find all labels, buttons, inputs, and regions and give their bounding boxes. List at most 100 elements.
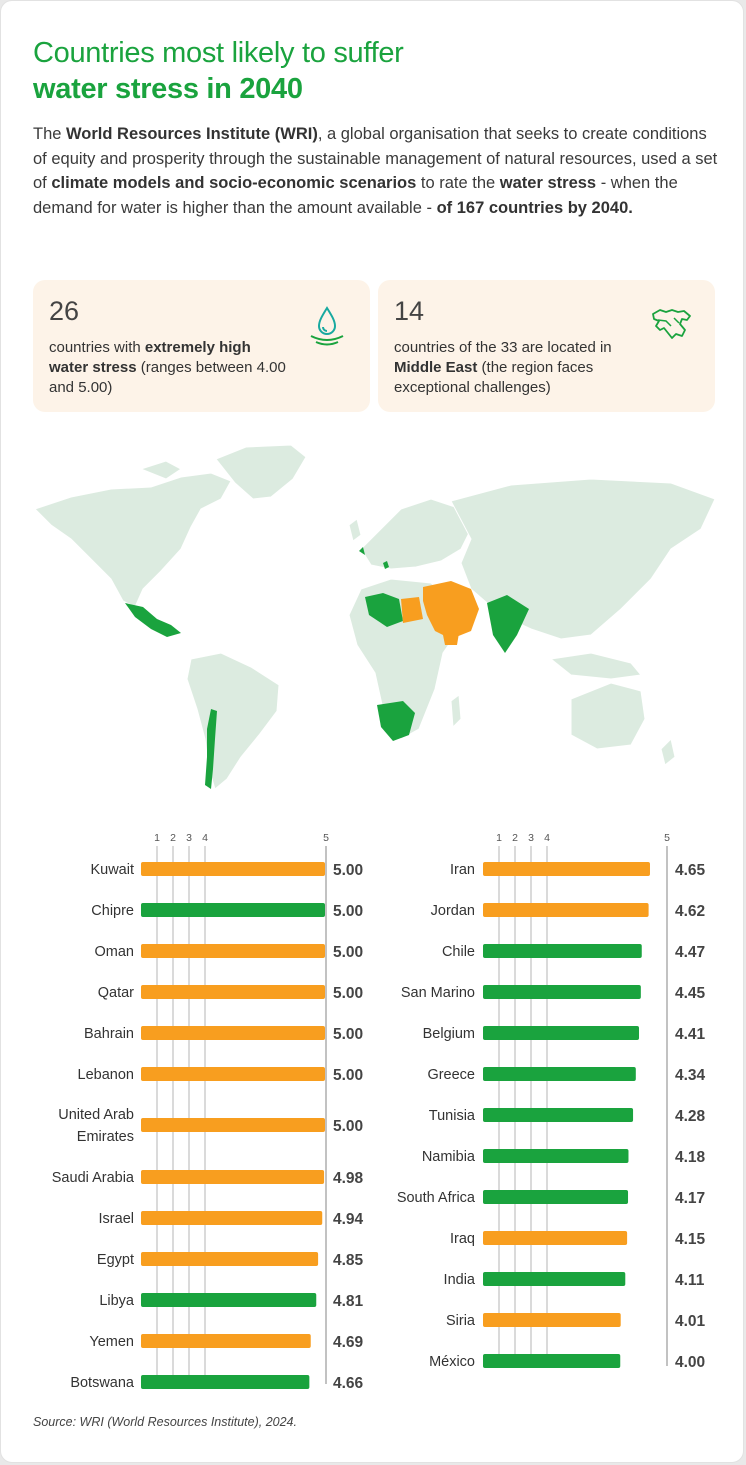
tick-label: 5 [664, 832, 670, 844]
map-middle-east [423, 581, 479, 639]
tick-label: 5 [323, 832, 329, 844]
category-label: Jordan [431, 903, 475, 919]
bar-yemen [141, 1334, 311, 1348]
map-europe-belgium-greece [359, 547, 389, 569]
category-label: Tunisia [429, 1108, 476, 1124]
page-title: Countries most likely to suffer water st… [33, 35, 404, 107]
value-label: 4.98 [333, 1170, 364, 1187]
middle-east-map-icon [652, 309, 691, 339]
category-label: Belgium [423, 1026, 475, 1042]
category-label: Israel [99, 1211, 134, 1227]
category-label: Greece [427, 1067, 475, 1083]
value-label: 5.00 [333, 1118, 363, 1135]
bar-israel [141, 1211, 323, 1225]
intro-bold: climate models and socio-economic scenar… [51, 174, 417, 192]
bar-chipre [141, 903, 325, 917]
value-label: 4.34 [675, 1067, 706, 1084]
map-north-america [34, 472, 232, 608]
category-label: Oman [95, 944, 135, 960]
stat-number: 26 [49, 296, 80, 326]
stat-text: (ranges between 4.00 and 5.00) [49, 359, 286, 396]
bar-chile [483, 944, 642, 958]
category-label: India [444, 1272, 476, 1288]
category-label: Namibia [422, 1149, 476, 1165]
bar-belgium [483, 1026, 640, 1040]
stat-text: countries of the 33 are located in [394, 339, 612, 356]
value-label: 4.28 [675, 1108, 706, 1125]
map-south-america [186, 652, 280, 790]
category-label: South Africa [397, 1190, 476, 1206]
category-label: Libya [99, 1293, 135, 1309]
bar-botswana [141, 1375, 310, 1389]
category-label: México [429, 1354, 475, 1370]
map-madagascar [450, 694, 462, 729]
value-label: 4.69 [333, 1334, 364, 1351]
stat-text: countries with [49, 339, 145, 356]
category-label: Botswana [70, 1375, 135, 1391]
stat-number: 14 [394, 296, 425, 326]
map-greenland [215, 444, 307, 500]
bar-saudi-arabia [141, 1170, 325, 1184]
map-uk [348, 518, 362, 542]
intro-text: to rate the [416, 174, 500, 192]
value-label: 5.00 [333, 985, 363, 1002]
title-line-1: Countries most likely to suffer [33, 37, 404, 69]
tick-label: 4 [202, 832, 208, 844]
bar-india [483, 1272, 626, 1286]
value-label: 4.41 [675, 1026, 706, 1043]
intro-paragraph: The World Resources Institute (WRI), a g… [33, 122, 723, 220]
value-label: 4.47 [675, 944, 705, 961]
value-label: 4.62 [675, 903, 705, 920]
value-label: 4.94 [333, 1211, 364, 1228]
bar-san-marino [483, 985, 641, 999]
map-southern-africa [377, 701, 415, 741]
map-egypt [401, 597, 423, 623]
bar-egypt [141, 1252, 319, 1266]
bar-jordan [483, 903, 649, 917]
bar-lebanon [141, 1067, 325, 1081]
map-chile [205, 709, 217, 789]
category-label: Kuwait [90, 862, 134, 878]
map-mexico [125, 603, 181, 637]
tick-label: 1 [154, 832, 160, 844]
bar-siria [483, 1313, 621, 1327]
bar-namibia [483, 1149, 629, 1163]
intro-text: The [33, 125, 67, 143]
bar-iran [483, 862, 650, 876]
category-label: Iran [450, 862, 475, 878]
category-label: Qatar [98, 985, 134, 1001]
map-australia [570, 682, 646, 750]
category-label: Lebanon [78, 1067, 134, 1083]
map-asia [450, 478, 716, 640]
world-map [34, 444, 716, 790]
category-label: Chile [442, 944, 475, 960]
source-note: Source: WRI (World Resources Institute),… [33, 1415, 297, 1429]
stat-card-middle-east: 14 countries of the 33 are located in Mi… [378, 280, 715, 412]
intro-bold: water stress [499, 174, 597, 192]
value-label: 5.00 [333, 903, 363, 920]
bar-bahrain [141, 1026, 325, 1040]
intro-text: , a global organisation that seeks to cr… [33, 125, 718, 192]
bar-qatar [141, 985, 325, 999]
category-label: Yemen [89, 1334, 134, 1350]
map-europe [360, 498, 472, 570]
bar-united-arab-emirates [141, 1118, 325, 1132]
intro-text: - when the demand for water is higher th… [33, 174, 678, 217]
value-label: 4.15 [675, 1231, 706, 1248]
bar-tunisia [483, 1108, 634, 1122]
value-label: 5.00 [333, 1067, 363, 1084]
value-label: 4.45 [675, 985, 706, 1002]
map-se-asia [549, 652, 642, 680]
water-drop-icon [310, 306, 344, 346]
map-yemen [443, 633, 459, 645]
tick-label: 3 [186, 832, 192, 844]
value-label: 4.81 [333, 1293, 364, 1310]
title-line-2: water stress in 2040 [33, 73, 303, 105]
value-label: 5.00 [333, 1026, 363, 1043]
bar-south-africa [483, 1190, 629, 1204]
category-label: Siria [446, 1313, 476, 1329]
category-label: Egypt [97, 1252, 134, 1268]
bar-libya [141, 1293, 317, 1307]
